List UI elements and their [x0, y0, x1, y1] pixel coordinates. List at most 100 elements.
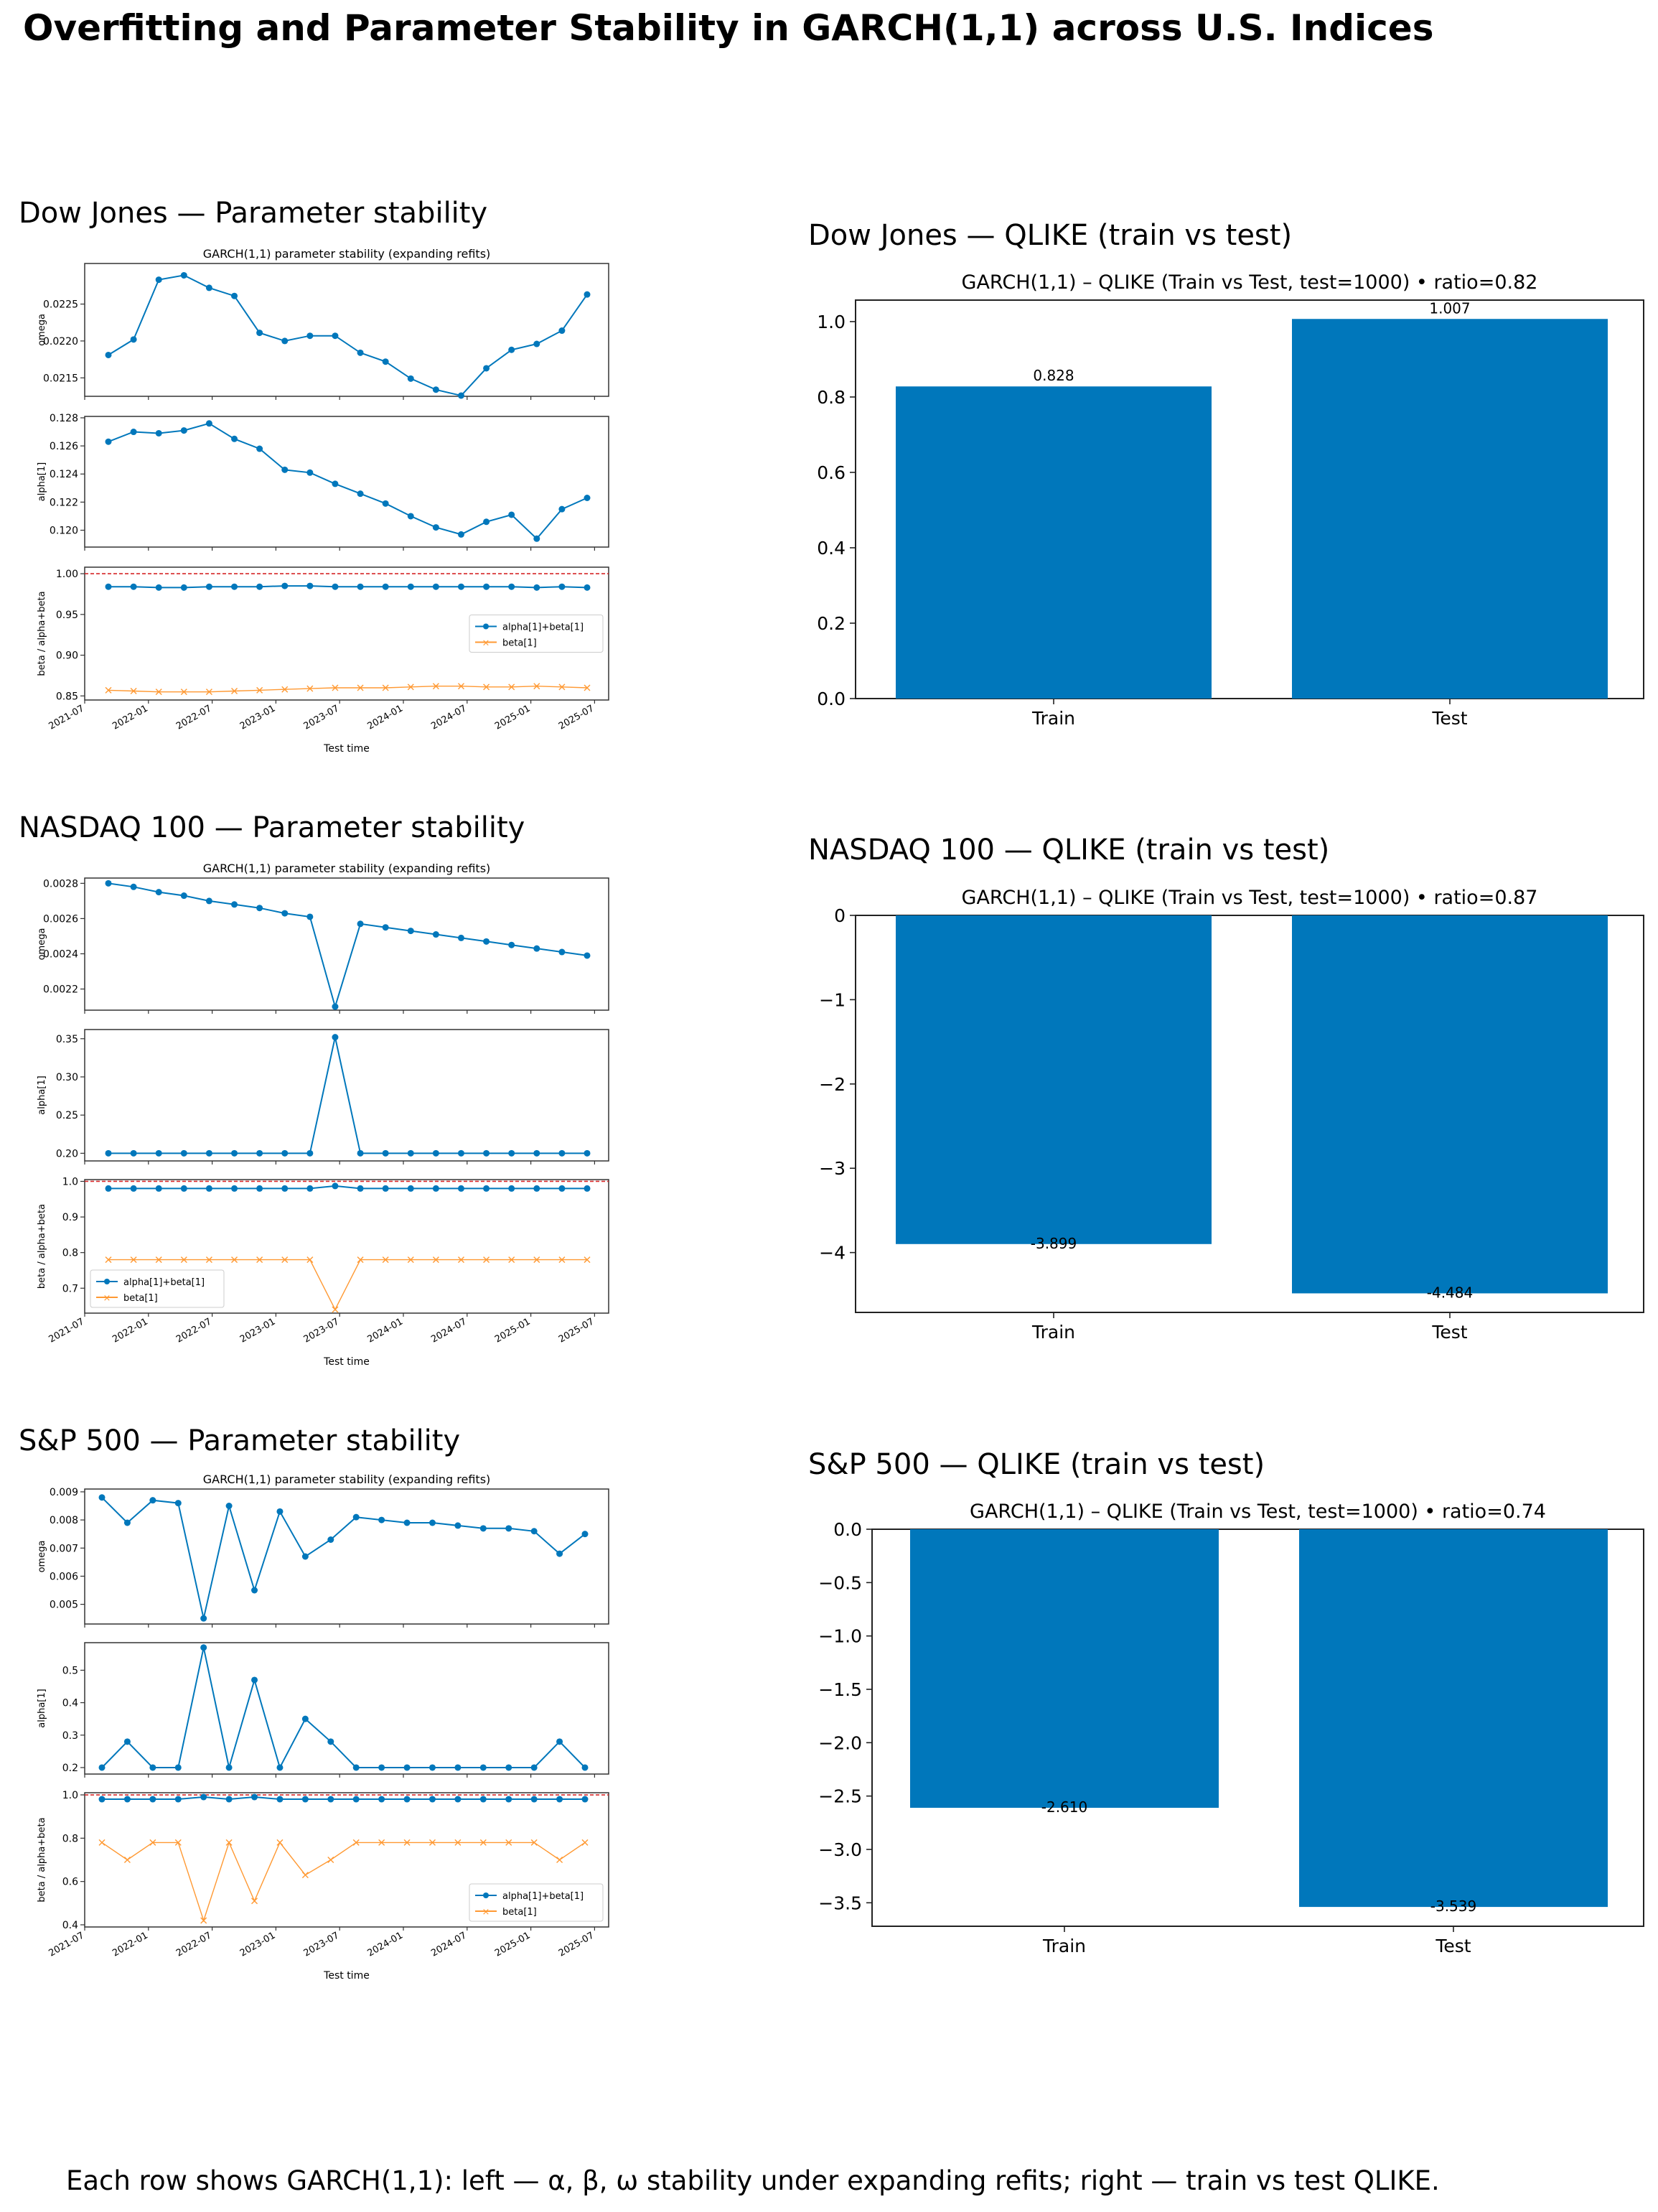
y-tick-label: 0.007 — [50, 1543, 78, 1554]
y-tick-label: 0.90 — [56, 650, 78, 662]
y-tick-label: 0.4 — [62, 1920, 78, 1931]
panel-frame — [84, 416, 609, 548]
data-point — [205, 284, 212, 291]
y-tick-label: 0.9 — [62, 1212, 78, 1223]
y-tick-label: 0.0 — [817, 689, 846, 709]
y-tick-label: 0.0220 — [43, 336, 78, 347]
panel-frame — [84, 1179, 609, 1314]
data-point — [403, 1764, 411, 1771]
panel-frame — [84, 877, 609, 1011]
bar-value-label: 1.007 — [1429, 299, 1470, 317]
data-point — [332, 1182, 339, 1190]
data-point — [483, 1256, 490, 1264]
series-line — [101, 1497, 586, 1619]
bar-chart-title: GARCH(1,1) – QLIKE (Train vs Test, test=… — [970, 1501, 1546, 1523]
data-point — [231, 688, 238, 695]
data-point — [530, 1796, 538, 1803]
bar-value-label: 0.828 — [1033, 367, 1074, 384]
data-point — [155, 1185, 162, 1192]
data-point — [281, 337, 289, 345]
data-point — [205, 420, 212, 427]
data-point — [454, 1522, 462, 1529]
legend-marker: × — [103, 1293, 111, 1304]
bar-train — [910, 1529, 1219, 1808]
y-tick-label: 0.95 — [56, 610, 78, 621]
legend-label: beta[1] — [502, 1907, 537, 1918]
data-point — [357, 920, 364, 928]
y-tick-label: 0.0026 — [43, 913, 78, 925]
data-point — [457, 934, 464, 941]
data-point — [98, 1796, 106, 1803]
panel-frame — [84, 1792, 609, 1928]
data-point — [180, 892, 187, 900]
data-point — [306, 332, 314, 340]
y-tick-label: 0.006 — [50, 1571, 78, 1582]
series-line — [108, 1185, 587, 1190]
plot-frame — [855, 299, 1644, 699]
y-tick-label: 0.8 — [62, 1248, 78, 1259]
data-point — [457, 392, 464, 399]
data-point — [327, 1796, 334, 1803]
data-point — [357, 1149, 364, 1157]
data-point — [357, 349, 364, 356]
plot-frame — [855, 915, 1644, 1313]
legend-marker — [483, 1893, 489, 1898]
data-point — [382, 924, 389, 931]
data-point — [581, 1531, 589, 1538]
data-point — [584, 952, 591, 959]
data-point — [256, 1185, 263, 1192]
data-point — [276, 1796, 284, 1803]
legend-label: alpha[1]+beta[1] — [123, 1277, 205, 1288]
y-tick-label: −3 — [819, 1158, 846, 1179]
data-point — [556, 1796, 563, 1803]
data-point — [306, 1256, 314, 1264]
y-tick-label: 1.0 — [62, 1176, 78, 1187]
data-point — [256, 686, 263, 694]
y-tick-label: 1.00 — [56, 569, 78, 580]
data-point — [508, 1149, 515, 1157]
data-point — [382, 1149, 389, 1157]
y-tick-label: 0.005 — [50, 1600, 78, 1611]
data-point — [505, 1764, 512, 1771]
y-tick-label: 0.0028 — [43, 878, 78, 890]
data-point — [508, 346, 515, 353]
data-point — [332, 583, 339, 590]
y-axis-label: beta / alpha+beta — [37, 1817, 47, 1902]
data-point — [281, 582, 289, 589]
data-point — [378, 1764, 385, 1771]
data-point — [332, 684, 339, 691]
stability-chart-title: GARCH(1,1) parameter stability (expandin… — [203, 247, 491, 261]
data-point — [530, 1764, 538, 1771]
y-tick-label: 0.85 — [56, 691, 78, 702]
data-point — [508, 1256, 515, 1264]
series-line — [101, 1841, 586, 1923]
data-point — [584, 1149, 591, 1157]
data-point — [105, 583, 112, 590]
data-point — [174, 1500, 182, 1507]
series-line — [108, 274, 588, 397]
x-axis-label: Test time — [323, 1970, 370, 1982]
data-point — [533, 1185, 540, 1192]
data-point — [155, 889, 162, 896]
series-line — [108, 685, 588, 693]
data-point — [382, 1256, 389, 1264]
data-point — [149, 1497, 156, 1504]
data-point — [276, 1764, 284, 1771]
data-point — [327, 1738, 334, 1745]
data-point — [407, 683, 414, 691]
data-point — [231, 435, 238, 442]
y-tick-label: −2.0 — [818, 1732, 862, 1753]
data-point — [105, 879, 112, 887]
data-point — [200, 1793, 207, 1801]
data-point — [407, 1149, 414, 1157]
bar-chart-title: GARCH(1,1) – QLIKE (Train vs Test, test=… — [962, 271, 1538, 294]
data-point — [155, 429, 162, 437]
sp500-stability-section-title: S&P 500 — Parameter stability — [19, 1424, 461, 1457]
y-tick-label: 0.30 — [56, 1072, 78, 1083]
data-point — [407, 375, 414, 382]
x-tick-label: Train — [1042, 1936, 1086, 1956]
legend-marker: × — [482, 638, 490, 649]
y-tick-label: 0.35 — [56, 1034, 78, 1045]
series-line — [102, 1796, 585, 1801]
